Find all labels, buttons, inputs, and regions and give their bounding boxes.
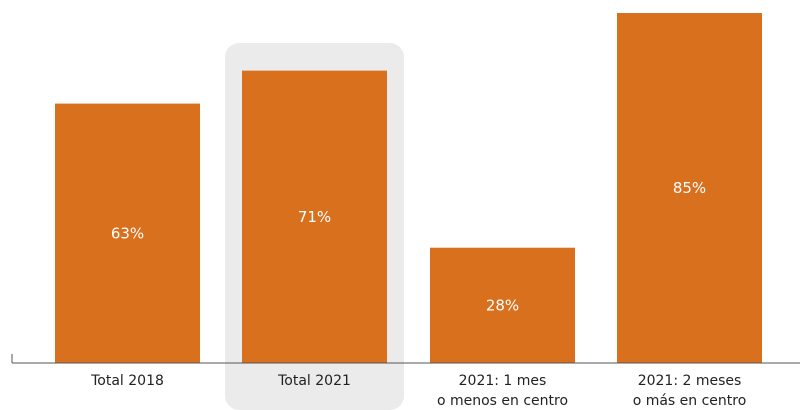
bar-3 — [430, 247, 575, 363]
x-tick-label-line: o más en centro — [633, 393, 747, 409]
x-tick-label-line: 2021: 2 meses — [638, 373, 742, 389]
x-tick-label-line: 2021: 1 mes — [459, 373, 547, 389]
x-tick-label-line: Total 2018 — [90, 373, 164, 389]
bar-value-label-1: 63% — [111, 224, 144, 242]
bar-2 — [242, 70, 387, 363]
x-tick-label-4: 2021: 2 meses o más en centro — [633, 373, 747, 409]
x-tick-label-line: Total 2021 — [277, 373, 351, 389]
x-tick-label-line: o menos en centro — [437, 393, 568, 409]
x-tick-label-3: 2021: 1 mes o menos en centro — [437, 373, 568, 409]
x-tick-label-2: Total 2021 — [277, 373, 351, 389]
bar-value-label-2: 71% — [298, 208, 331, 226]
bar-value-label-3: 28% — [486, 296, 519, 314]
x-tick-label-1: Total 2018 — [90, 373, 164, 389]
bar-1 — [55, 103, 200, 364]
bar-value-label-4: 85% — [673, 179, 706, 197]
bar-4 — [617, 13, 762, 363]
